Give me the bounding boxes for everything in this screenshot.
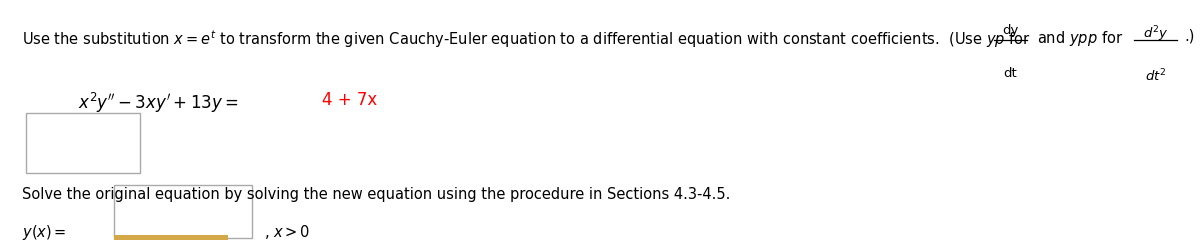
Text: , $x > 0$: , $x > 0$ <box>264 223 311 240</box>
Text: $x^2y'' - 3xy' + 13y = $: $x^2y'' - 3xy' + 13y = $ <box>78 91 239 115</box>
FancyBboxPatch shape <box>114 235 228 240</box>
FancyBboxPatch shape <box>114 185 252 238</box>
Text: .): .) <box>1184 29 1195 44</box>
Text: 4 + 7x: 4 + 7x <box>322 91 377 109</box>
Text: $dt^2$: $dt^2$ <box>1145 67 1166 84</box>
Text: dt: dt <box>1003 67 1018 80</box>
FancyBboxPatch shape <box>26 113 140 173</box>
Text: Use the substitution $x = e^t$ to transform the given Cauchy-Euler equation to a: Use the substitution $x = e^t$ to transf… <box>22 29 1031 50</box>
Text: $d^2y$: $d^2y$ <box>1142 24 1169 44</box>
Text: $y(x) = $: $y(x) = $ <box>22 223 66 240</box>
Text: and $\it{ypp}$ for: and $\it{ypp}$ for <box>1037 29 1123 48</box>
Text: Solve the original equation by solving the new equation using the procedure in S: Solve the original equation by solving t… <box>22 187 730 202</box>
Text: dy: dy <box>1002 24 1019 37</box>
